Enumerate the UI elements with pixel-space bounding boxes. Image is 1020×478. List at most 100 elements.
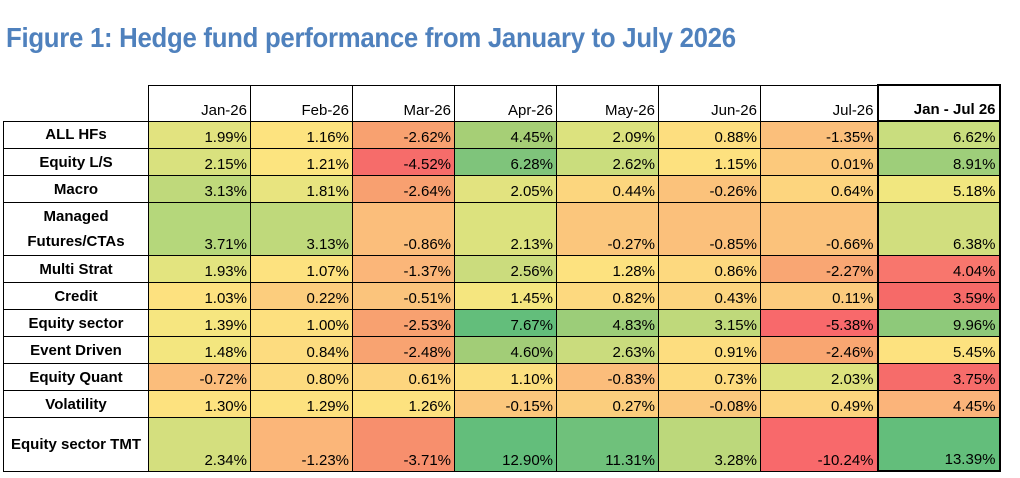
column-header: Apr-26: [454, 84, 557, 122]
column-header-total: Jan - Jul 26: [876, 84, 1001, 122]
value-cell: 2.56%: [454, 255, 557, 283]
value-cell: 0.11%: [760, 282, 878, 310]
row-label: Equity sector: [3, 309, 149, 337]
value-cell: 1.39%: [148, 309, 251, 337]
row-label: ALL HFs: [3, 120, 149, 149]
table-row: Volatility 1.30% 1.29% 1.26% -0.15% 0.27% -0.0…: [3, 390, 1001, 418]
total-value-cell: 4.45%: [876, 390, 1001, 418]
value-cell: -0.66%: [760, 202, 878, 256]
column-header: Mar-26: [352, 84, 455, 122]
row-label: Equity L/S: [3, 148, 149, 176]
value-cell: 0.80%: [250, 363, 353, 391]
table-row: Macro 3.13% 1.81% -2.64% 2.05% 0.44% -0.26% 0.6…: [3, 175, 1001, 203]
value-cell: 0.22%: [250, 282, 353, 310]
value-cell: 0.01%: [760, 148, 878, 176]
value-cell: 1.16%: [250, 120, 353, 149]
value-cell: -1.35%: [760, 120, 878, 149]
value-cell: 3.15%: [658, 309, 761, 337]
value-cell: -10.24%: [760, 417, 878, 472]
value-cell: 1.48%: [148, 336, 251, 364]
value-cell: 1.07%: [250, 255, 353, 283]
value-cell: 3.13%: [250, 202, 353, 256]
value-cell: 2.09%: [556, 120, 659, 149]
total-value-cell: 6.62%: [876, 120, 1001, 149]
value-cell: 0.61%: [352, 363, 455, 391]
value-cell: 1.00%: [250, 309, 353, 337]
row-label: Multi Strat: [3, 255, 149, 283]
value-cell: -2.64%: [352, 175, 455, 203]
table-row: Event Driven 1.48% 0.84% -2.48% 4.60% 2.63% 0.…: [3, 336, 1001, 364]
value-cell: 12.90%: [454, 417, 557, 472]
value-cell: -0.51%: [352, 282, 455, 310]
value-cell: 4.45%: [454, 120, 557, 149]
value-cell: 0.86%: [658, 255, 761, 283]
row-label: Credit: [3, 282, 149, 310]
value-cell: 2.15%: [148, 148, 251, 176]
figure-title: Figure 1: Hedge fund performance from Ja…: [6, 22, 736, 53]
table-row: Equity sector 1.39% 1.00% -2.53% 7.67% 4.83% 3…: [3, 309, 1001, 337]
table-row: Multi Strat 1.93% 1.07% -1.37% 2.56% 1.28% 0.8…: [3, 255, 1001, 283]
value-cell: -3.71%: [352, 417, 455, 472]
value-cell: 4.83%: [556, 309, 659, 337]
value-cell: 1.29%: [250, 390, 353, 418]
value-cell: -1.23%: [250, 417, 353, 472]
value-cell: 1.15%: [658, 148, 761, 176]
value-cell: 0.91%: [658, 336, 761, 364]
value-cell: 0.88%: [658, 120, 761, 149]
total-value-cell: 8.91%: [876, 148, 1001, 176]
value-cell: 2.05%: [454, 175, 557, 203]
column-header: Feb-26: [250, 84, 353, 122]
value-cell: -0.83%: [556, 363, 659, 391]
value-cell: 4.60%: [454, 336, 557, 364]
total-value-cell: 9.96%: [876, 309, 1001, 337]
value-cell: 0.43%: [658, 282, 761, 310]
value-cell: 2.62%: [556, 148, 659, 176]
row-label: Volatility: [3, 390, 149, 418]
value-cell: -0.72%: [148, 363, 251, 391]
total-value-cell: 13.39%: [876, 417, 1001, 472]
row-label: Event Driven: [3, 336, 149, 364]
column-header: May-26: [556, 84, 659, 122]
row-label: Managed Futures/CTAs: [3, 202, 149, 256]
value-cell: -1.37%: [352, 255, 455, 283]
value-cell: -2.46%: [760, 336, 878, 364]
value-cell: 0.73%: [658, 363, 761, 391]
value-cell: 1.28%: [556, 255, 659, 283]
value-cell: 0.49%: [760, 390, 878, 418]
value-cell: -5.38%: [760, 309, 878, 337]
value-cell: -0.86%: [352, 202, 455, 256]
value-cell: 3.28%: [658, 417, 761, 472]
row-label: Macro: [3, 175, 149, 203]
value-cell: 1.45%: [454, 282, 557, 310]
value-cell: 0.44%: [556, 175, 659, 203]
row-label: Equity sector TMT: [3, 417, 149, 472]
table-row: Equity L/S 2.15% 1.21% -4.52% 6.28% 2.62% 1.15…: [3, 148, 1001, 176]
value-cell: 11.31%: [556, 417, 659, 472]
total-value-cell: 3.59%: [876, 282, 1001, 310]
value-cell: -4.52%: [352, 148, 455, 176]
value-cell: 3.71%: [148, 202, 251, 256]
table-row: ALL HFs 1.99% 1.16% -2.62% 4.45% 2.09% 0.88% -1…: [3, 120, 1001, 149]
value-cell: 1.30%: [148, 390, 251, 418]
value-cell: -0.26%: [658, 175, 761, 203]
total-value-cell: 5.45%: [876, 336, 1001, 364]
value-cell: 2.63%: [556, 336, 659, 364]
performance-table: Jan-26 Feb-26 Mar-26 Apr-26 May-26 Jun-2…: [3, 84, 1001, 472]
value-cell: 1.99%: [148, 120, 251, 149]
value-cell: -2.53%: [352, 309, 455, 337]
value-cell: -0.15%: [454, 390, 557, 418]
table-row: Managed Futures/CTAs 3.71% 3.13% -0.86% 2.13…: [3, 202, 1001, 256]
value-cell: -0.27%: [556, 202, 659, 256]
value-cell: 6.28%: [454, 148, 557, 176]
value-cell: 1.10%: [454, 363, 557, 391]
total-value-cell: 6.38%: [876, 202, 1001, 256]
value-cell: -0.85%: [658, 202, 761, 256]
table-row: Equity Quant -0.72% 0.80% 0.61% 1.10% -0.83% 0…: [3, 363, 1001, 391]
value-cell: 7.67%: [454, 309, 557, 337]
value-cell: 0.27%: [556, 390, 659, 418]
value-cell: 2.13%: [454, 202, 557, 256]
value-cell: 2.03%: [760, 363, 878, 391]
value-cell: 1.03%: [148, 282, 251, 310]
column-header: Jul-26: [760, 84, 878, 122]
value-cell: 1.81%: [250, 175, 353, 203]
